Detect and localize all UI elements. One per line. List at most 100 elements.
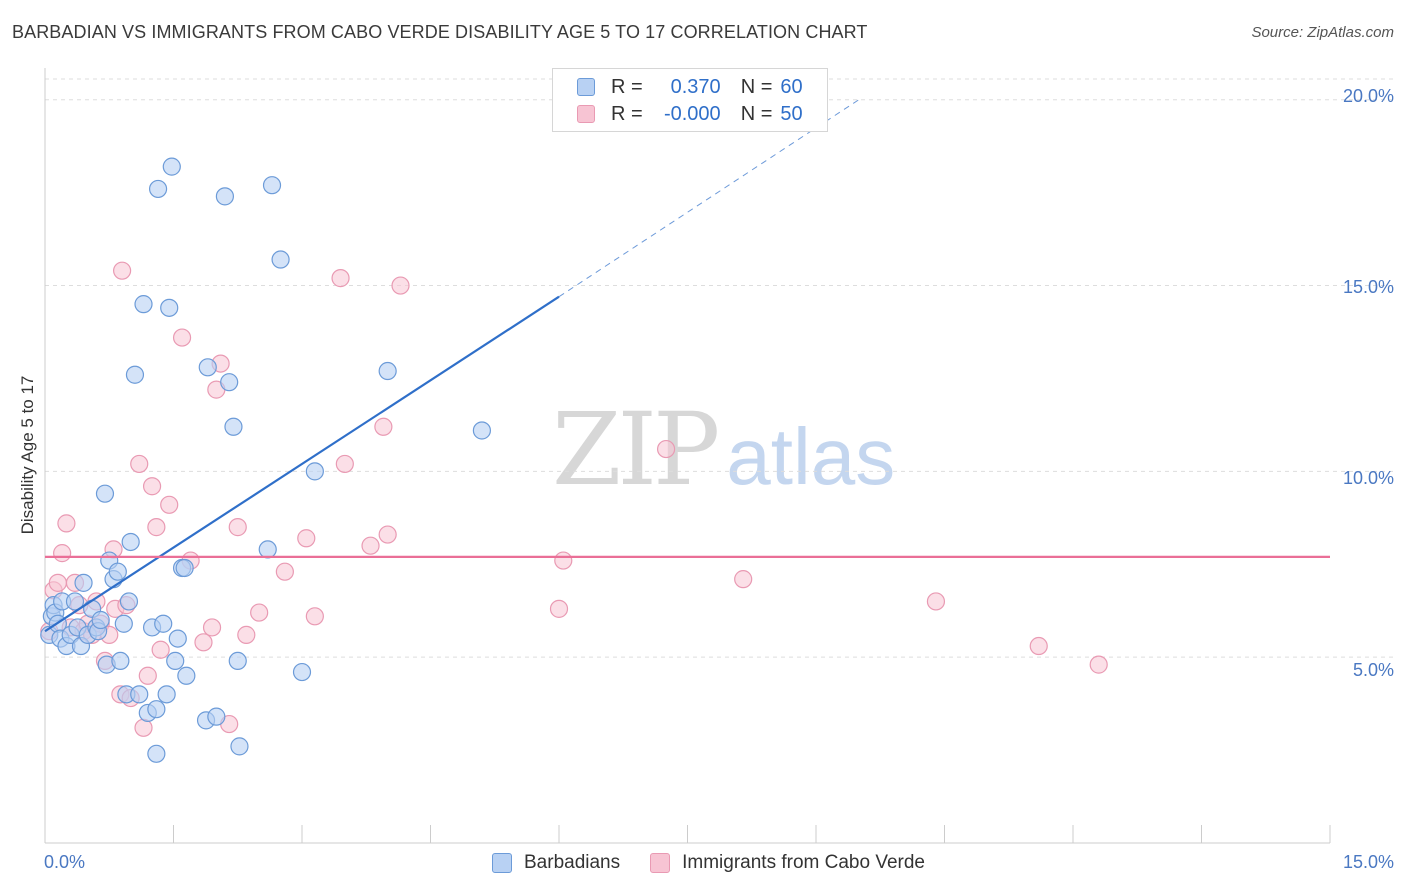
data-point-barbadians xyxy=(162,157,181,176)
data-point-barbadians xyxy=(271,250,290,269)
legend-swatch-blue xyxy=(492,853,512,873)
series-barbadians-points xyxy=(40,157,491,763)
legend-swatch-pink xyxy=(650,853,671,873)
data-point-cabo-verde xyxy=(160,495,179,514)
data-point-cabo-verde xyxy=(734,570,753,589)
data-point-barbadians xyxy=(65,592,85,611)
data-point-barbadians xyxy=(95,484,115,503)
legend-n-label: N = xyxy=(740,102,773,125)
legend-r-label: R = xyxy=(611,102,643,125)
series-legend: Barbadians Immigrants from Cabo Verde xyxy=(492,852,955,874)
data-point-cabo-verde xyxy=(130,454,149,474)
data-point-barbadians xyxy=(111,651,130,670)
data-point-cabo-verde xyxy=(112,261,132,280)
data-point-barbadians xyxy=(125,365,145,384)
data-point-cabo-verde xyxy=(142,477,162,496)
data-point-barbadians xyxy=(305,462,324,481)
data-point-cabo-verde xyxy=(656,439,676,459)
data-point-barbadians xyxy=(147,700,166,719)
legend-label-barbadians: Barbadians xyxy=(524,852,621,873)
data-point-barbadians xyxy=(130,685,149,704)
watermark-zip: ZIP xyxy=(552,391,720,508)
data-point-cabo-verde xyxy=(297,529,316,548)
y-tick-label-20: 20.0% xyxy=(1342,86,1394,106)
legend-n-label: N = xyxy=(740,75,773,98)
data-point-cabo-verde xyxy=(250,603,269,622)
data-point-barbadians xyxy=(114,614,133,633)
data-point-barbadians xyxy=(74,573,93,592)
y-tick-label-5: 5.0% xyxy=(1352,660,1394,680)
data-point-cabo-verde xyxy=(926,592,946,611)
grid-lines xyxy=(45,78,1395,658)
data-point-cabo-verde xyxy=(53,544,72,563)
y-tick-label-10: 10.0% xyxy=(1342,468,1394,488)
data-point-cabo-verde xyxy=(1029,636,1048,656)
legend-n-value: 50 xyxy=(780,102,803,125)
data-point-barbadians xyxy=(472,421,491,440)
data-point-barbadians xyxy=(220,373,239,392)
data-point-cabo-verde xyxy=(275,562,294,581)
legend-row-barbadians: R = 0.370 N = 60 xyxy=(577,76,803,98)
data-point-barbadians xyxy=(147,744,166,763)
y-tick-label-15: 15.0% xyxy=(1342,277,1394,297)
data-point-barbadians xyxy=(166,651,185,670)
legend-swatch-pink xyxy=(577,105,595,123)
data-point-cabo-verde xyxy=(391,276,410,295)
trend-line-barbadians xyxy=(44,295,560,633)
data-point-cabo-verde xyxy=(305,607,324,626)
legend-n-value: 60 xyxy=(780,75,803,98)
x-tick-label-0: 0.0% xyxy=(44,852,86,872)
data-point-barbadians xyxy=(224,417,243,436)
data-point-cabo-verde xyxy=(361,536,380,555)
data-point-cabo-verde xyxy=(331,269,350,288)
data-point-barbadians xyxy=(262,176,282,195)
data-point-cabo-verde xyxy=(48,573,67,592)
data-point-barbadians xyxy=(119,592,139,611)
data-point-barbadians xyxy=(230,737,249,756)
stats-legend: R = 0.370 N = 60 R = -0.000 N = 50 xyxy=(552,68,828,132)
watermark-atlas: atlas xyxy=(726,412,896,501)
chart-title: BARBADIAN VS IMMIGRANTS FROM CABO VERDE … xyxy=(12,22,868,42)
legend-item-cabo-verde[interactable]: Immigrants from Cabo Verde xyxy=(650,852,925,874)
data-point-cabo-verde xyxy=(549,599,569,618)
data-point-cabo-verde xyxy=(554,551,573,570)
trend-lines xyxy=(44,99,1330,633)
axes xyxy=(44,68,1331,844)
data-point-cabo-verde xyxy=(335,454,354,474)
legend-label-cabo-verde: Immigrants from Cabo Verde xyxy=(682,852,925,873)
data-point-barbadians xyxy=(157,685,176,704)
data-point-cabo-verde xyxy=(237,625,256,644)
data-point-barbadians xyxy=(148,179,168,199)
legend-r-value: 0.370 xyxy=(670,75,721,98)
data-point-cabo-verde xyxy=(172,328,192,347)
data-point-barbadians xyxy=(108,562,127,581)
data-point-barbadians xyxy=(134,295,153,314)
data-point-barbadians xyxy=(378,361,397,381)
legend-item-barbadians[interactable]: Barbadians xyxy=(492,852,620,874)
data-point-cabo-verde xyxy=(138,666,157,685)
data-point-barbadians xyxy=(215,187,234,206)
data-point-barbadians xyxy=(168,629,187,648)
data-point-cabo-verde xyxy=(57,514,76,533)
data-point-cabo-verde xyxy=(202,618,222,637)
x-tick-label-15: 15.0% xyxy=(1342,852,1394,872)
data-point-barbadians xyxy=(154,614,173,633)
data-point-barbadians xyxy=(91,610,110,630)
legend-swatch-blue xyxy=(577,78,595,96)
data-point-barbadians xyxy=(258,540,277,559)
series-cabo-verde-points xyxy=(40,261,1108,737)
data-point-cabo-verde xyxy=(374,417,393,436)
data-point-cabo-verde xyxy=(228,518,247,537)
legend-row-cabo-verde: R = -0.000 N = 50 xyxy=(577,103,803,125)
data-point-barbadians xyxy=(207,707,226,726)
data-point-barbadians xyxy=(292,662,312,682)
data-point-barbadians xyxy=(175,558,194,578)
legend-r-value: -0.000 xyxy=(663,102,721,125)
data-point-cabo-verde xyxy=(151,640,170,659)
watermark: ZIP atlas xyxy=(552,400,895,507)
data-point-cabo-verde xyxy=(147,518,166,537)
data-point-cabo-verde xyxy=(1089,655,1108,674)
data-point-barbadians xyxy=(228,651,247,670)
legend-r-label: R = xyxy=(611,75,643,98)
